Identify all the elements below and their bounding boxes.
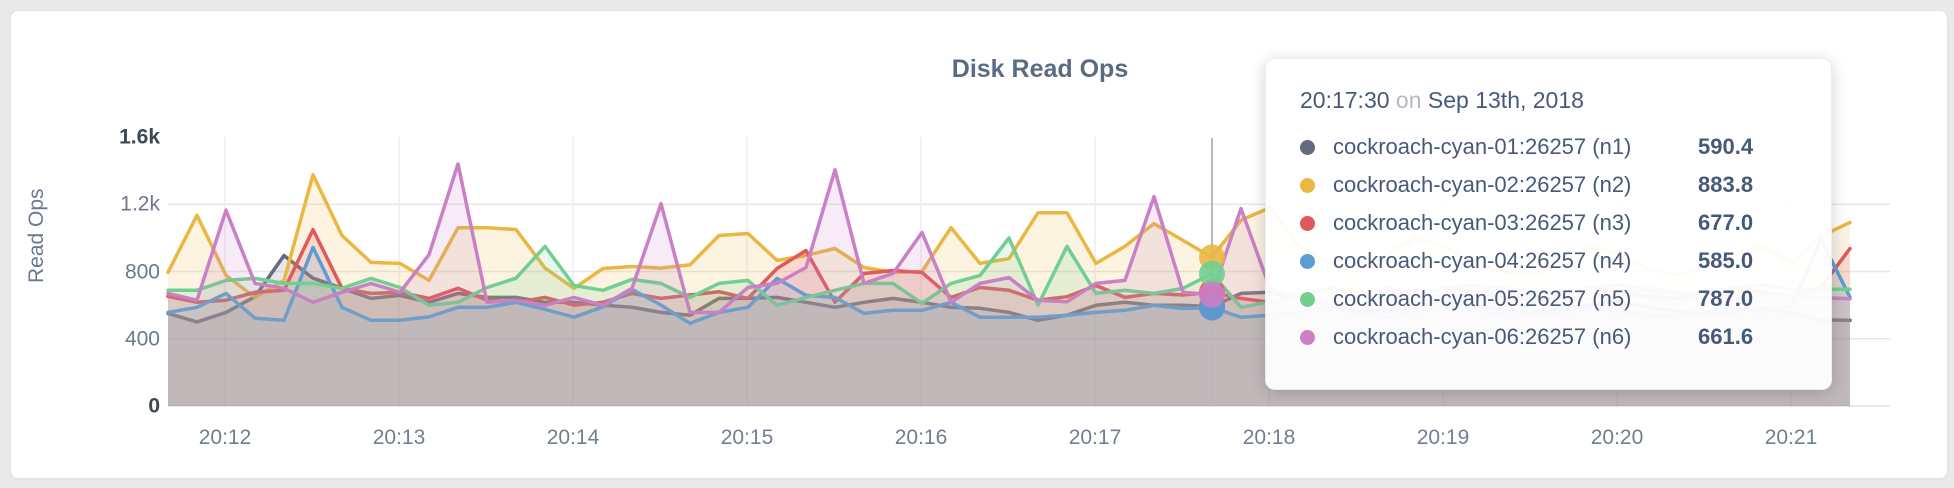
y-tick-label: 1.6k [119,125,160,149]
x-tick-label: 20:12 [198,426,252,449]
series-name: cockroach-cyan-04:26257 (n4) [1333,248,1632,273]
series-color-dot [1300,177,1315,193]
tooltip-row: cockroach-cyan-05:26257 (n5) 787.0 [1300,280,1801,318]
chart-tooltip: 20:17:30 on Sep 13th, 2018 cockroach-cya… [1265,58,1832,390]
series-value: 661.6 [1698,324,1754,349]
x-tick-label: 20:17 [1068,426,1122,449]
y-tick-label: 1.2k [120,192,160,216]
x-tick-label: 20:16 [894,426,948,449]
series-value: 883.8 [1698,172,1754,197]
x-tick-label: 20:13 [372,426,426,449]
highlight-point [1199,281,1225,308]
series-value: 677.0 [1698,210,1754,235]
series-color-dot [1300,215,1315,231]
series-color-dot [1300,291,1315,307]
series-name: cockroach-cyan-06:26257 (n6) [1333,324,1632,349]
x-tick-label: 20:15 [720,426,774,449]
y-tick-label: 400 [124,327,160,351]
series-value: 787.0 [1698,286,1754,311]
series-name: cockroach-cyan-02:26257 (n2) [1333,172,1632,197]
x-tick-label: 20:18 [1242,426,1296,449]
series-value: 590.4 [1698,134,1754,159]
tooltip-legend: cockroach-cyan-01:26257 (n1) 590.4 cockroa… [1300,128,1801,356]
tooltip-row: cockroach-cyan-04:26257 (n4) 585.0 [1300,242,1801,280]
series-value: 585.0 [1698,248,1754,273]
series-name: cockroach-cyan-03:26257 (n3) [1333,210,1632,235]
y-tick-label: 0 [148,394,160,418]
x-tick-label: 20:20 [1590,426,1644,449]
x-tick-label: 20:19 [1416,426,1470,449]
highlight-point [1199,260,1225,287]
series-color-dot [1300,139,1315,155]
chart-title: Disk Read Ops [951,55,1129,83]
tooltip-header: 20:17:30 on Sep 13th, 2018 [1300,87,1801,114]
tooltip-row: cockroach-cyan-01:26257 (n1) 590.4 [1300,128,1801,166]
x-tick-label: 20:14 [546,426,600,449]
series-name: cockroach-cyan-01:26257 (n1) [1333,134,1632,159]
series-name: cockroach-cyan-05:26257 (n5) [1333,286,1632,311]
tooltip-preposition: on [1395,87,1422,113]
tooltip-time: 20:17:30 [1300,87,1390,113]
series-color-dot [1300,329,1315,345]
tooltip-row: cockroach-cyan-06:26257 (n6) 661.6 [1300,318,1801,356]
y-tick-label: 800 [124,260,160,283]
series-color-dot [1300,253,1315,269]
tooltip-row: cockroach-cyan-03:26257 (n3) 677.0 [1300,204,1801,242]
tooltip-date: Sep 13th, 2018 [1427,87,1584,113]
x-tick-label: 20:21 [1764,426,1818,449]
tooltip-row: cockroach-cyan-02:26257 (n2) 883.8 [1300,166,1801,204]
